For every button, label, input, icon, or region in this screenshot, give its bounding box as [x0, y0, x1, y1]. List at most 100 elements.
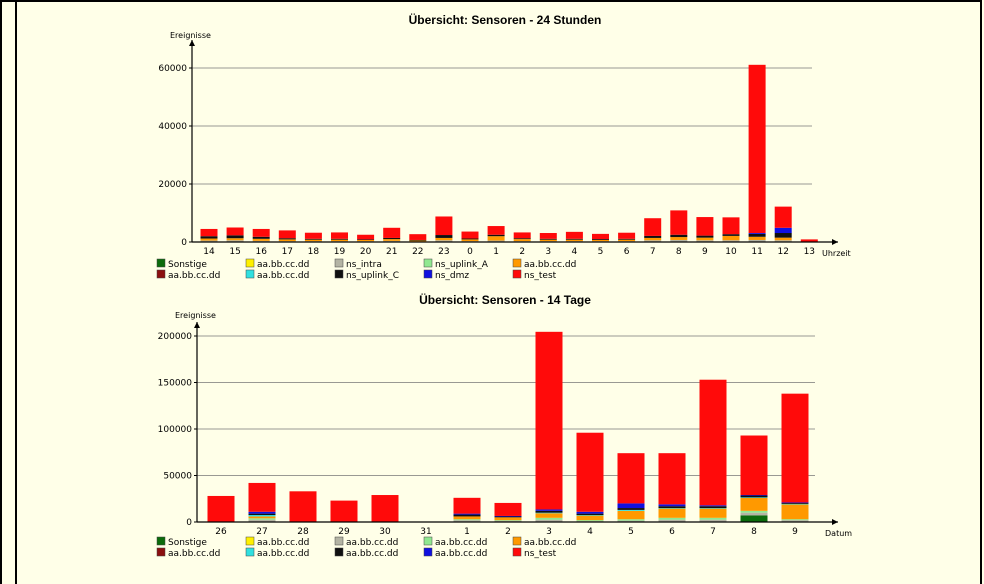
chart1-bar-segment [513, 232, 531, 239]
chart1-xtick-label: 11 [751, 247, 762, 257]
chart1-bar-segment [644, 235, 662, 238]
chart1-bar-segment [252, 236, 270, 239]
chart1-bar-segment [200, 238, 218, 241]
chart2-bar-segment [576, 513, 604, 516]
chart2-ytick-label: 100000 [158, 425, 193, 435]
chart1-bar-segment [200, 240, 218, 242]
chart2-legend-swatch [245, 547, 255, 557]
chart2-bar-segment [289, 491, 317, 522]
chart2-xtick-label: 8 [751, 527, 757, 537]
chart1-bar-segment [618, 238, 636, 240]
chart1-legend-swatch [423, 258, 433, 268]
chart1-bar-segment [696, 240, 714, 242]
chart2-plot: 0 50000 100000 150000 200000 26 27 28 29 30 31 1 2 3 4… [158, 322, 838, 537]
chart2-y-axis-arrow [194, 322, 200, 328]
chart1-xtick-label: 6 [624, 247, 630, 257]
chart2-bar-segment [699, 517, 727, 520]
chart2-legend-label: ns_test [524, 549, 557, 559]
chart2-bar-segment [617, 508, 645, 510]
chart2-bar-segment [781, 504, 809, 520]
chart1-bar-segment [357, 239, 375, 240]
chart2-legend-swatch [423, 547, 433, 557]
chart1-bar-segment [461, 231, 479, 239]
chart1-legend-label: aa.bb.cc.dd [257, 260, 309, 270]
chart1-bar-segment [331, 238, 348, 240]
chart1-legend-label: aa.bb.cc.dd [257, 271, 309, 281]
chart1-bar-segment [252, 228, 270, 237]
chart2-legend-label: aa.bb.cc.dd [435, 549, 487, 559]
chart1-legend-swatch [156, 269, 166, 279]
chart2-bar-segment [453, 513, 481, 515]
chart2-legend-swatch [423, 536, 433, 546]
chart2-ytick-label: 50000 [163, 472, 192, 482]
chart1-legend-swatch [156, 258, 166, 268]
chart1-bar-segment [696, 237, 714, 241]
chart1-bar-segment [278, 239, 296, 242]
chart2-xtick-label: 6 [669, 527, 675, 537]
chart1-xtick-label: 9 [702, 247, 708, 257]
chart1-bar-segment [539, 238, 557, 240]
chart1-legend-swatch [245, 258, 255, 268]
chart2-xtick-label: 9 [792, 527, 798, 537]
chart1-xtick-label: 17 [282, 247, 293, 257]
chart2-xtick-label: 1 [464, 527, 470, 537]
chart2-bar-segment [781, 502, 809, 504]
chart2-bar-segment [248, 516, 276, 519]
chart1-ytick-label: 0 [181, 238, 187, 248]
chart1-bar-segment [435, 216, 453, 236]
chart2-bar-segment [740, 495, 768, 496]
chart2-legend-swatch [245, 536, 255, 546]
chart1-xtick-label: 14 [203, 247, 215, 257]
chart1-legend-label: aa.bb.cc.dd [524, 260, 576, 270]
chart2-legend: Sonstige aa.bb.cc.dd aa.bb.cc.dd aa.bb.cc.d… [156, 536, 576, 559]
chart1-ytick-label: 40000 [158, 122, 187, 132]
chart1-bar-segment [670, 239, 688, 242]
chart1-bar-segment [357, 239, 375, 242]
chart2-bar-segment [453, 516, 481, 520]
chart1-xtick-label: 8 [676, 247, 682, 257]
chart2-ytick-label: 0 [186, 518, 192, 528]
chart1-bar-segment [200, 228, 218, 237]
chart1-bar-segment [304, 239, 322, 242]
chart2-xtick-label: 2 [505, 527, 511, 537]
chart2-bar-segment [248, 482, 276, 512]
chart2-legend-label: aa.bb.cc.dd [257, 538, 309, 548]
chart1-bar-segment [331, 239, 348, 242]
chart2-bar-segment [740, 515, 768, 522]
chart1-bar-segment [331, 232, 348, 239]
chart2-bar-segment [740, 435, 768, 496]
chart2-bar-segment [699, 508, 727, 518]
chart2-bar-segment [699, 379, 727, 506]
chart1-bar-segment [670, 210, 688, 235]
chart2-bar-segment [699, 508, 727, 509]
chart1-bar-segment [748, 233, 766, 237]
chart2-bar-segment [699, 505, 727, 507]
chart2-bar-segment [494, 520, 522, 522]
chart2-bar-segment [658, 506, 686, 509]
chart2-xtick-label: 29 [338, 527, 350, 537]
chart1-bar-segment [304, 232, 322, 239]
chart1-bar-segment [774, 237, 792, 241]
chart1-xtick-label: 0 [467, 247, 473, 257]
chart1-bar-segment [644, 237, 662, 241]
chart1-bar-segment [618, 232, 636, 239]
chart2-bar-segment [494, 516, 522, 518]
chart2-xtick-label: 7 [710, 527, 716, 537]
chart1-legend-swatch [334, 269, 344, 279]
chart2-xlabel: Datum [825, 529, 852, 538]
chart1-bar-segment [513, 238, 531, 240]
chart1-bar-segment [409, 239, 427, 241]
chart1-xtick-label: 15 [229, 247, 240, 257]
chart2-ytick-label: 150000 [158, 379, 193, 389]
chart2-legend-label: aa.bb.cc.dd [168, 549, 220, 559]
chart1-bar-segment [487, 226, 505, 235]
chart1-bar-segment [278, 238, 296, 240]
chart1-legend-label: ns_test [524, 271, 557, 281]
chart1-bar-segment [618, 239, 636, 242]
chart2-legend-label: Sonstige [168, 538, 207, 548]
chart2-bar-segment [617, 510, 645, 520]
chart1-legend-label: ns_intra [346, 260, 382, 270]
chart2-bar-segment [617, 453, 645, 504]
chart2-bar-segment [576, 515, 604, 516]
chart1-bar-segment [748, 236, 766, 240]
